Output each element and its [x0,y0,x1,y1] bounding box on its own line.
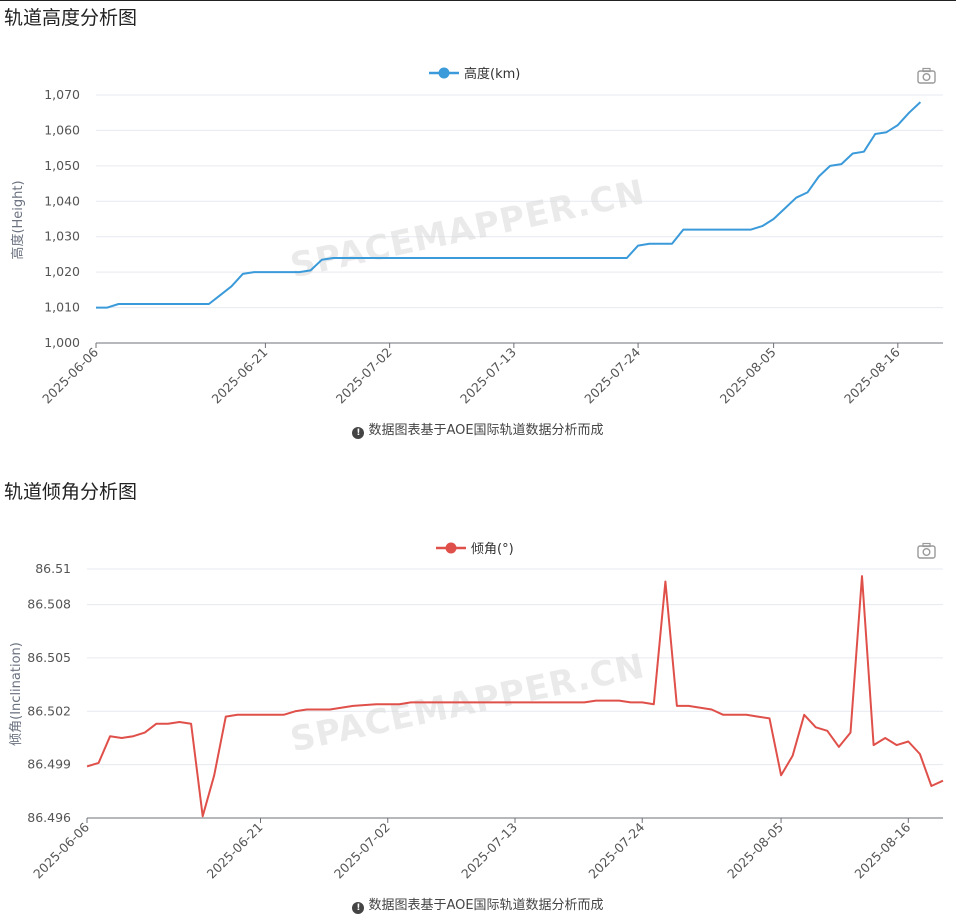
legend-marker [438,67,450,79]
y-axis-label: 高度(Height) [10,180,26,259]
y-tick-label: 1,060 [44,122,80,137]
y-tick-label: 86.502 [27,703,71,718]
info-icon: ! [352,902,365,914]
x-tick-label: 2025-07-24 [585,819,647,881]
camera-icon[interactable] [917,67,936,84]
y-tick-label: 86.505 [27,650,71,665]
info-icon: ! [352,427,365,439]
camera-lens [922,72,931,81]
y-axis-label: 倾角(Inclination) [9,642,24,746]
legend-label: 高度(km) [464,66,520,82]
series-line [86,575,944,818]
x-tick-label: 2025-08-05 [724,820,786,882]
series-line [96,101,922,309]
inclination-section-title: 轨道倾角分析图 [4,481,138,503]
camera-body [917,545,936,559]
x-tick-label: 2025-06-06 [30,819,92,881]
inclination-footnote-text: 数据图表基于AOE国际轨道数据分析而成 [368,898,604,913]
x-tick-label: 2025-08-16 [851,819,913,881]
legend-label: 倾角(°) [471,542,514,557]
camera-icon[interactable] [917,542,936,559]
camera-lens [922,547,931,556]
camera-top [922,542,931,548]
y-tick-label: 86.496 [27,810,71,825]
y-tick-label: 1,050 [44,158,80,173]
altitude-footnote-text: 数据图表基于AOE国际轨道数据分析而成 [368,423,604,438]
y-tick-label: 86.499 [27,757,71,772]
x-tick-label: 2025-06-21 [204,820,266,882]
y-tick-label: 1,040 [44,193,80,208]
camera-top [922,67,931,73]
altitude-section: 轨道高度分析图 1,000 1,010 1,020 1,030 1,040 1,050 1,… [0,0,956,450]
x-tick-label: 2025-07-02 [331,820,393,882]
altitude-chart: 1,000 1,010 1,020 1,030 1,040 1,050 1,060 1,070… [10,66,943,406]
y-tick-label: 1,070 [44,87,80,102]
y-tick-label: 1,020 [44,264,80,279]
legend-marker [445,542,457,554]
altitude-section-title: 轨道高度分析图 [4,7,138,29]
y-tick-label: 1,000 [44,335,80,350]
y-tick-label: 1,030 [44,229,80,244]
y-tick-label: 86.508 [27,597,71,612]
inclination-footnote: ! 数据图表基于AOE国际轨道数据分析而成 [0,894,956,914]
y-tick-label: 86.51 [35,561,71,576]
x-tick-label: 2025-07-13 [458,820,520,882]
top-border [0,0,956,1]
altitude-footnote: ! 数据图表基于AOE国际轨道数据分析而成 [0,419,956,439]
y-tick-label: 1,010 [44,300,80,315]
